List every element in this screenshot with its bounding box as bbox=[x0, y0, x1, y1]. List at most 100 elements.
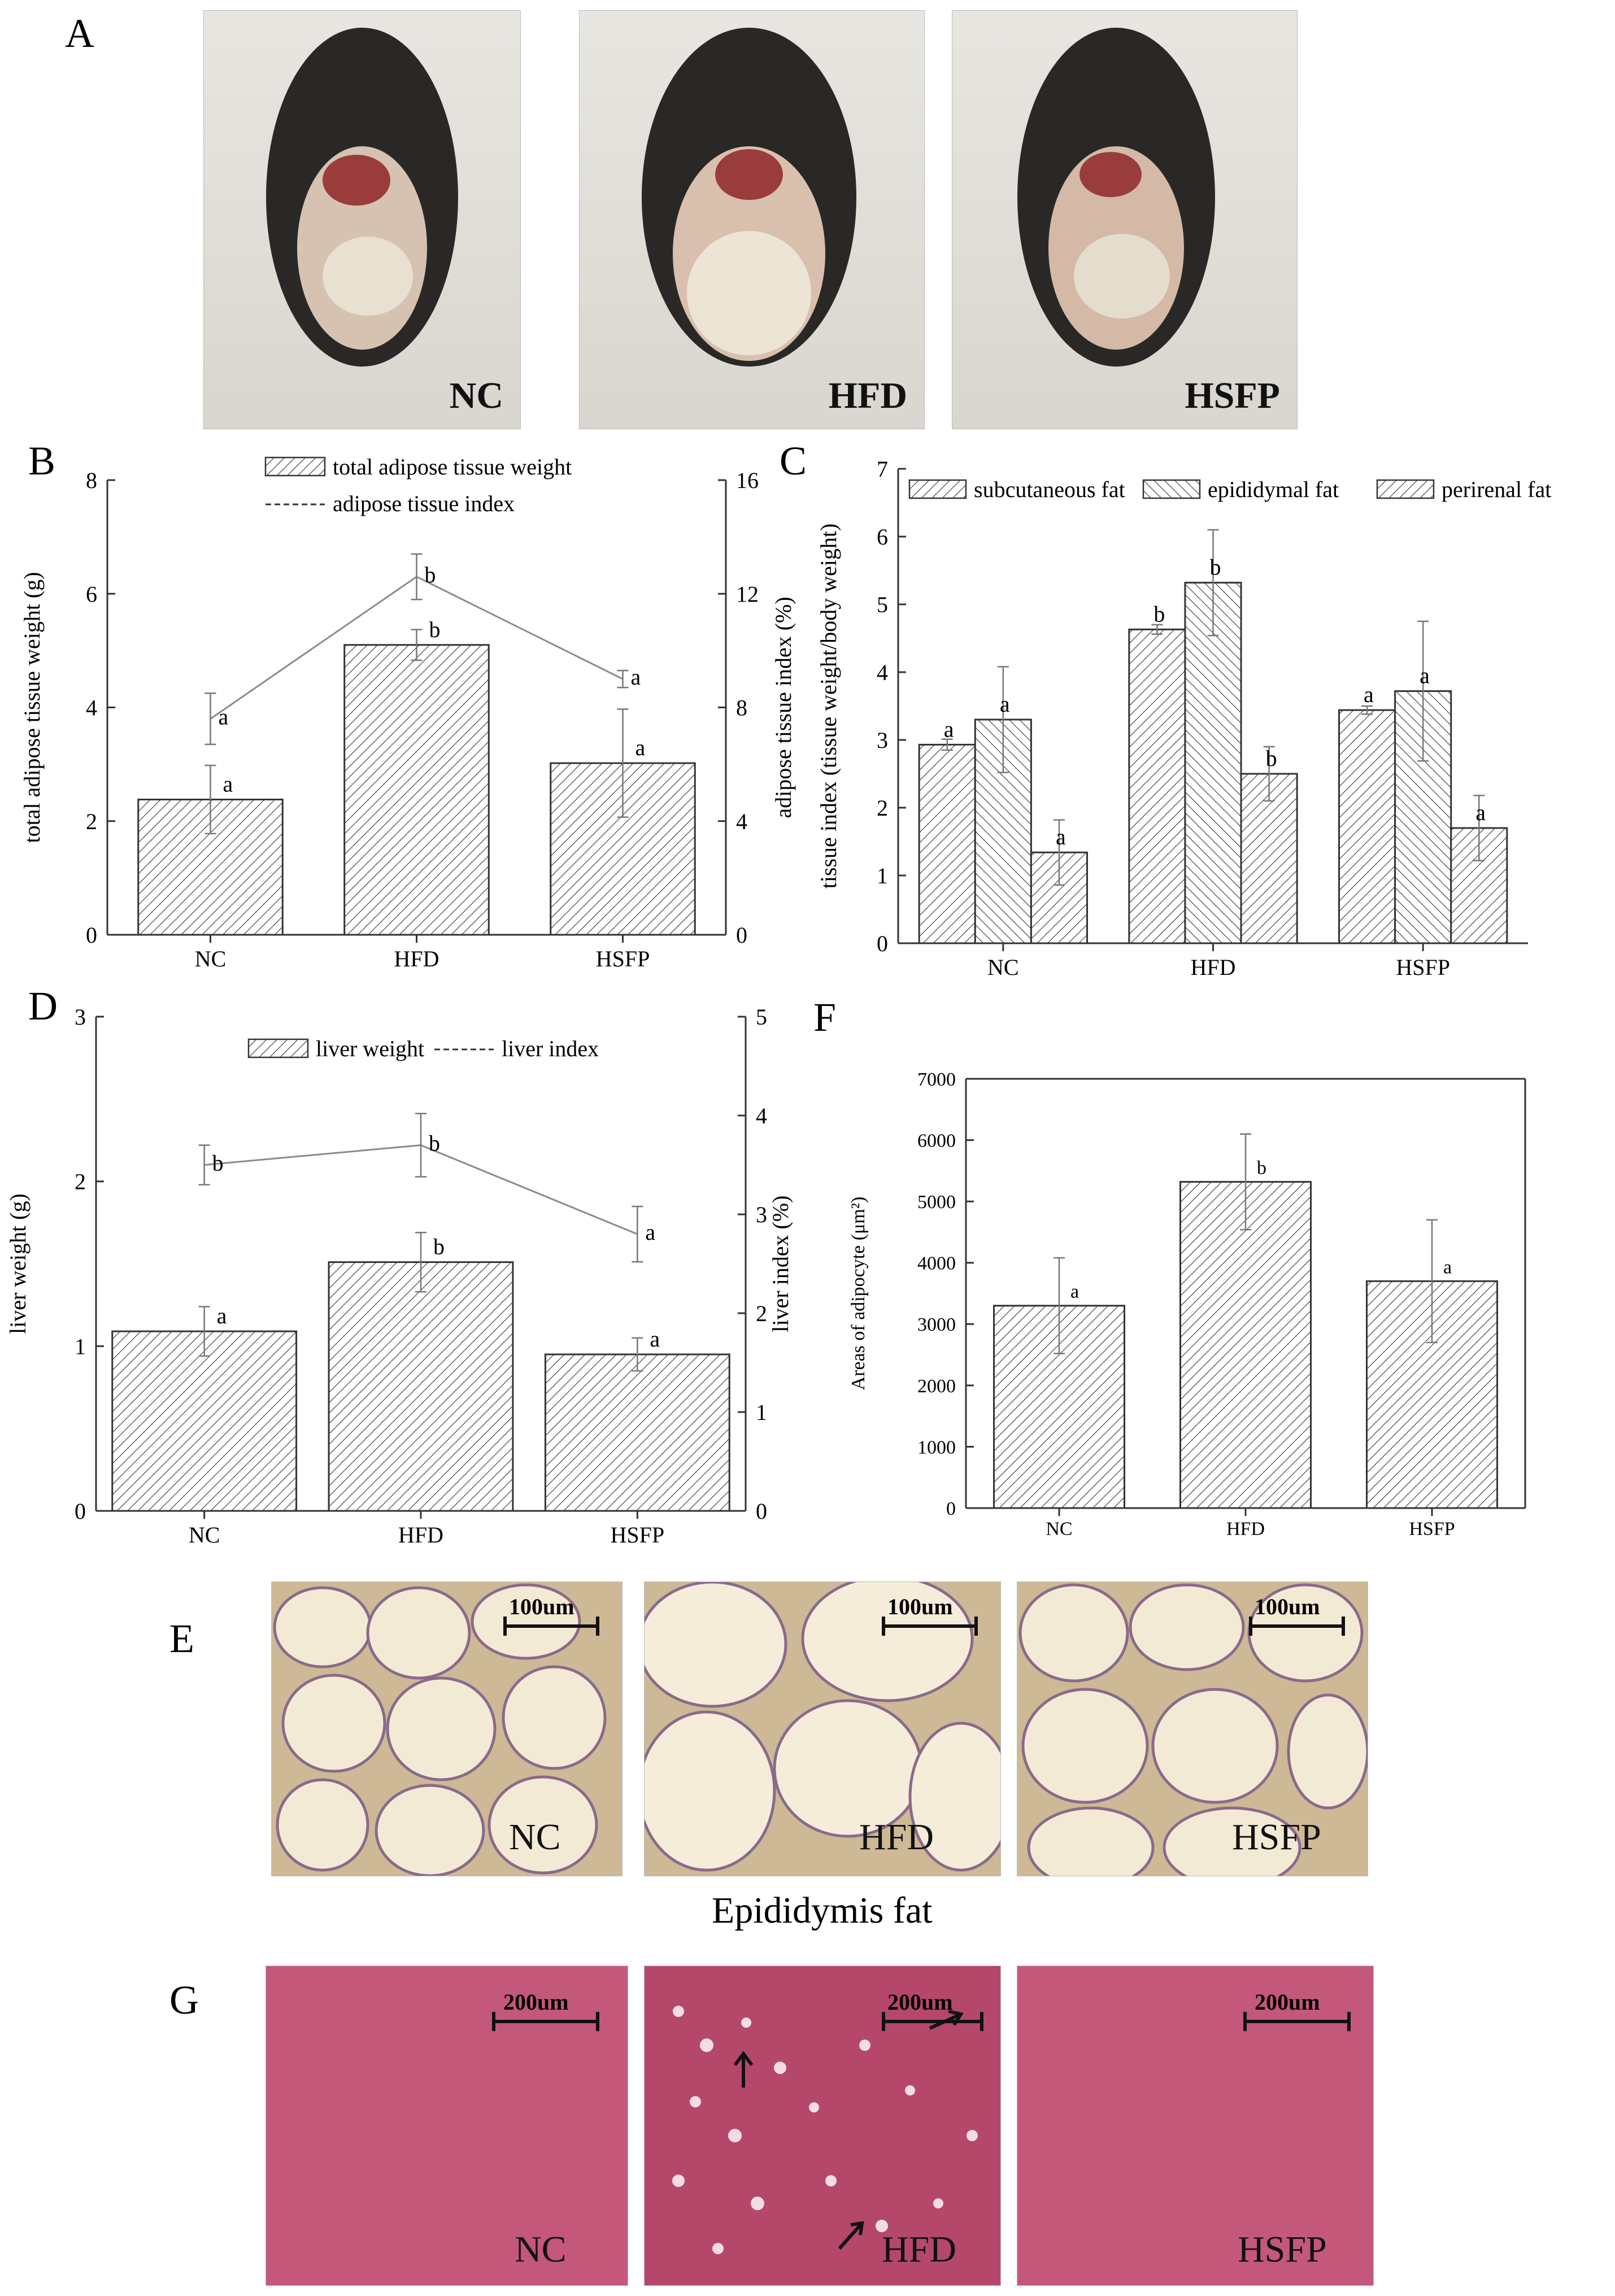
scale-label-g-hsfp: 200um bbox=[1255, 1989, 1320, 2015]
F-ytick-label-1: 1000 bbox=[917, 1437, 956, 1458]
C-sig-1-1: b bbox=[1210, 555, 1221, 580]
C-sig-1-2: a bbox=[1420, 663, 1430, 689]
B-y2tick-label-2: 8 bbox=[736, 695, 747, 721]
B-xtick-label-2: HSFP bbox=[596, 946, 650, 971]
histology-adipose-hfd: 100um HFD bbox=[644, 1582, 1001, 1876]
mouse-photo-hfd: HFD bbox=[579, 10, 925, 429]
panel-label-g: G bbox=[169, 1977, 199, 2023]
D-xtick-label-1: HFD bbox=[398, 1522, 443, 1548]
B-sig-0-2: a bbox=[635, 735, 646, 760]
B-sig-0-1: b bbox=[429, 617, 441, 642]
scale-bar-e-hsfp bbox=[1249, 1617, 1345, 1636]
D-y2tick-label-4: 4 bbox=[756, 1103, 767, 1129]
B-line-sig-1: b bbox=[425, 562, 436, 587]
D-ytick-label-3: 3 bbox=[75, 1004, 86, 1030]
histology-liver-hfd: 200um HFD bbox=[644, 1966, 1001, 2286]
B-xtick-label-1: HFD bbox=[394, 946, 439, 971]
scale-bar-g-hfd bbox=[882, 2012, 983, 2031]
C-sig-0-1: b bbox=[1153, 601, 1165, 626]
C-bar-2-1 bbox=[1240, 773, 1298, 944]
adipocyte-texture-hfd bbox=[645, 1582, 1000, 1872]
B-y2tick-label-3: 12 bbox=[736, 581, 759, 607]
C-bar-0-1 bbox=[1128, 628, 1186, 944]
F-xtick-label-0: NC bbox=[1046, 1519, 1072, 1540]
D-ylabel: liver weight (g) bbox=[5, 1193, 31, 1334]
D-y2tick-label-1: 1 bbox=[756, 1400, 767, 1425]
F-ytick-label-5: 5000 bbox=[917, 1192, 956, 1213]
B-ytick-label-1: 2 bbox=[86, 809, 97, 834]
panel-label-a: A bbox=[65, 11, 94, 56]
D-y2tick-label-5: 5 bbox=[756, 1004, 767, 1030]
F-sig-0-0: a bbox=[1070, 1282, 1079, 1302]
F-ytick-label-3: 3000 bbox=[917, 1314, 956, 1335]
B-ytick-label-4: 8 bbox=[86, 468, 97, 493]
scale-bar-e-nc bbox=[503, 1617, 599, 1636]
chart-c: 0 1 2 3 4 5 6 7 NC HFD HSFP tissue index (tissue we… bbox=[816, 456, 1551, 980]
B-y2tick-label-4: 16 bbox=[736, 468, 759, 493]
C-ytick-label-0: 0 bbox=[877, 931, 888, 956]
B-line-sig-0: a bbox=[219, 704, 229, 730]
B-y2tick-label-1: 4 bbox=[736, 809, 747, 834]
histology-liver-hsfp-tag: HSFP bbox=[1238, 2229, 1327, 2270]
panel-label-e: E bbox=[169, 1616, 194, 1661]
C-xtick-label-2: HSFP bbox=[1396, 955, 1450, 980]
histology-adipose-hfd-tag: HFD bbox=[859, 1816, 934, 1858]
D-line-sig-1: b bbox=[429, 1131, 440, 1156]
mouse-illustration-hfd bbox=[642, 28, 856, 367]
histology-liver-nc: 200um NC bbox=[265, 1966, 628, 2286]
mouse-photo-hsfp: HSFP bbox=[952, 10, 1298, 429]
adipocyte-texture-hsfp bbox=[1018, 1583, 1368, 1876]
histology-liver-hfd-tag: HFD bbox=[882, 2229, 957, 2270]
D-xtick-label-0: NC bbox=[189, 1522, 220, 1548]
F-ytick-label-0: 0 bbox=[946, 1498, 956, 1519]
C-sig-2-0: a bbox=[1056, 824, 1066, 849]
B-line-sig-2: a bbox=[631, 664, 641, 690]
C-legend-swatch-1 bbox=[1142, 479, 1201, 499]
histology-adipose-hsfp-tag: HSFP bbox=[1232, 1816, 1321, 1858]
F-xtick-label-1: HFD bbox=[1226, 1519, 1265, 1540]
D-line-sig-0: b bbox=[212, 1151, 224, 1176]
D-ytick-label-0: 0 bbox=[75, 1498, 86, 1524]
C-ytick-label-1: 1 bbox=[877, 863, 888, 888]
D-legend-label-1: liver index bbox=[502, 1036, 599, 1061]
D-sig-0-0: a bbox=[217, 1303, 227, 1328]
D-ytick-label-1: 1 bbox=[75, 1334, 86, 1359]
C-ytick-label-2: 2 bbox=[877, 795, 888, 821]
D-y2tick-label-2: 2 bbox=[756, 1301, 767, 1326]
B-legend-label-0: total adipose tissue weight bbox=[333, 454, 572, 480]
chart-d: 0 1 2 3 NC HFD HSFP liver weight (g) 0 1 2 3 4 5 liver… bbox=[5, 1004, 793, 1548]
F-ytick-label-2: 2000 bbox=[917, 1376, 956, 1397]
mouse-photo-hfd-tag: HFD bbox=[828, 375, 907, 416]
F-ylabel: Areas of adipocyte (μm²) bbox=[848, 1197, 869, 1391]
F-bar-0-1 bbox=[1179, 1180, 1312, 1509]
D-bar-0-2 bbox=[544, 1353, 730, 1512]
C-ytick-label-6: 6 bbox=[877, 524, 888, 550]
mouse-photo-nc: NC bbox=[203, 10, 521, 429]
B-bar-0-1 bbox=[343, 644, 490, 936]
histology-liver-nc-tag: NC bbox=[515, 2229, 567, 2270]
D-bar-0-1 bbox=[328, 1261, 514, 1512]
C-xtick-label-1: HFD bbox=[1190, 955, 1235, 980]
F-ytick-label-4: 4000 bbox=[917, 1253, 956, 1274]
adipocyte-texture-nc bbox=[273, 1583, 607, 1876]
B-ylabel: total adipose tissue weight (g) bbox=[19, 572, 45, 843]
C-xtick-label-0: NC bbox=[987, 955, 1019, 980]
B-ytick-label-2: 4 bbox=[86, 695, 97, 721]
chart-b: 0 2 4 6 8 NC HFD HSFP total adipose tissue weigh… bbox=[19, 454, 796, 971]
panel-label-d: D bbox=[28, 983, 58, 1029]
B-legend-swatch-0 bbox=[264, 456, 326, 477]
C-bar-0-0 bbox=[918, 743, 976, 944]
B-xtick-label-0: NC bbox=[195, 946, 227, 971]
C-ytick-label-3: 3 bbox=[877, 727, 888, 753]
C-legend-label-0: subcutaneous fat bbox=[974, 477, 1125, 502]
scale-label-g-hfd: 200um bbox=[887, 1989, 953, 2015]
C-ytick-label-7: 7 bbox=[877, 456, 888, 482]
C-bar-1-1 bbox=[1184, 582, 1242, 944]
scale-bar-g-hsfp bbox=[1243, 2012, 1351, 2031]
C-sig-2-1: b bbox=[1266, 746, 1277, 771]
F-xtick-label-2: HSFP bbox=[1409, 1519, 1455, 1540]
C-legend-label-1: epididymal fat bbox=[1208, 477, 1339, 502]
D-y2label: liver index (%) bbox=[768, 1195, 793, 1332]
B-legend-label-1: adipose tissue index bbox=[333, 491, 515, 516]
scale-label-e-hsfp: 100um bbox=[1255, 1594, 1320, 1619]
